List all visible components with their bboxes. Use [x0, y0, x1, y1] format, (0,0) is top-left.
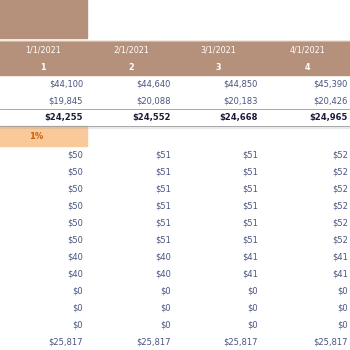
Text: $20,088: $20,088	[136, 96, 171, 105]
Text: 4: 4	[304, 63, 310, 72]
Text: $52: $52	[332, 184, 348, 193]
Text: 4/1/2021: 4/1/2021	[289, 46, 325, 55]
Text: $51: $51	[155, 235, 171, 244]
Text: $20,426: $20,426	[314, 96, 348, 105]
Text: $44,640: $44,640	[136, 79, 171, 88]
Text: $52: $52	[332, 235, 348, 244]
Text: $44,850: $44,850	[224, 79, 258, 88]
Text: $24,965: $24,965	[310, 113, 348, 122]
Text: $24,255: $24,255	[44, 113, 83, 122]
Text: $41: $41	[242, 252, 258, 261]
Text: $51: $51	[155, 150, 171, 159]
Text: $45,390: $45,390	[314, 79, 348, 88]
Text: $0: $0	[247, 286, 258, 295]
Text: 2: 2	[128, 63, 134, 72]
Text: 1/1/2021: 1/1/2021	[25, 46, 61, 55]
Text: $0: $0	[337, 320, 348, 329]
Text: $51: $51	[242, 201, 258, 210]
Text: $41: $41	[332, 252, 348, 261]
Text: $0: $0	[337, 286, 348, 295]
Text: $52: $52	[332, 218, 348, 228]
Text: 3: 3	[215, 63, 221, 72]
Text: $51: $51	[155, 201, 171, 210]
Bar	[0, 0, 87, 38]
Text: $19,845: $19,845	[49, 96, 83, 105]
Text: $25,817: $25,817	[136, 337, 171, 346]
Text: $50: $50	[67, 218, 83, 228]
Text: $44,100: $44,100	[49, 79, 83, 88]
Text: $40: $40	[67, 252, 83, 261]
Text: $24,552: $24,552	[133, 113, 171, 122]
Text: $50: $50	[67, 201, 83, 210]
Text: $50: $50	[67, 150, 83, 159]
Text: $0: $0	[72, 320, 83, 329]
Text: $20,183: $20,183	[224, 96, 258, 105]
Bar	[0, 41, 350, 75]
Text: $50: $50	[67, 235, 83, 244]
Text: $0: $0	[160, 320, 171, 329]
Text: $51: $51	[155, 167, 171, 176]
Text: $51: $51	[242, 235, 258, 244]
Text: $0: $0	[160, 286, 171, 295]
Text: $25,817: $25,817	[314, 337, 348, 346]
Text: $0: $0	[72, 303, 83, 312]
Text: $24,668: $24,668	[220, 113, 258, 122]
Text: $50: $50	[67, 184, 83, 193]
Text: 2/1/2021: 2/1/2021	[113, 46, 149, 55]
Text: 3/1/2021: 3/1/2021	[200, 46, 236, 55]
Text: $51: $51	[155, 184, 171, 193]
Text: $0: $0	[247, 320, 258, 329]
Text: $51: $51	[242, 218, 258, 228]
Text: 1: 1	[40, 63, 46, 72]
Text: $41: $41	[242, 270, 258, 278]
Text: $25,817: $25,817	[49, 337, 83, 346]
Text: $51: $51	[242, 184, 258, 193]
Text: $41: $41	[332, 270, 348, 278]
Text: $52: $52	[332, 201, 348, 210]
Text: $0: $0	[247, 303, 258, 312]
Text: $0: $0	[72, 286, 83, 295]
Text: $50: $50	[67, 167, 83, 176]
Text: $40: $40	[67, 270, 83, 278]
Text: 1%: 1%	[29, 132, 44, 141]
Text: $40: $40	[155, 270, 171, 278]
Text: $0: $0	[337, 303, 348, 312]
Text: $52: $52	[332, 167, 348, 176]
Text: $0: $0	[160, 303, 171, 312]
Text: $40: $40	[155, 252, 171, 261]
Text: $51: $51	[242, 167, 258, 176]
Text: $51: $51	[242, 150, 258, 159]
Bar	[0, 126, 87, 146]
Text: $25,817: $25,817	[224, 337, 258, 346]
Text: $52: $52	[332, 150, 348, 159]
Text: $51: $51	[155, 218, 171, 228]
